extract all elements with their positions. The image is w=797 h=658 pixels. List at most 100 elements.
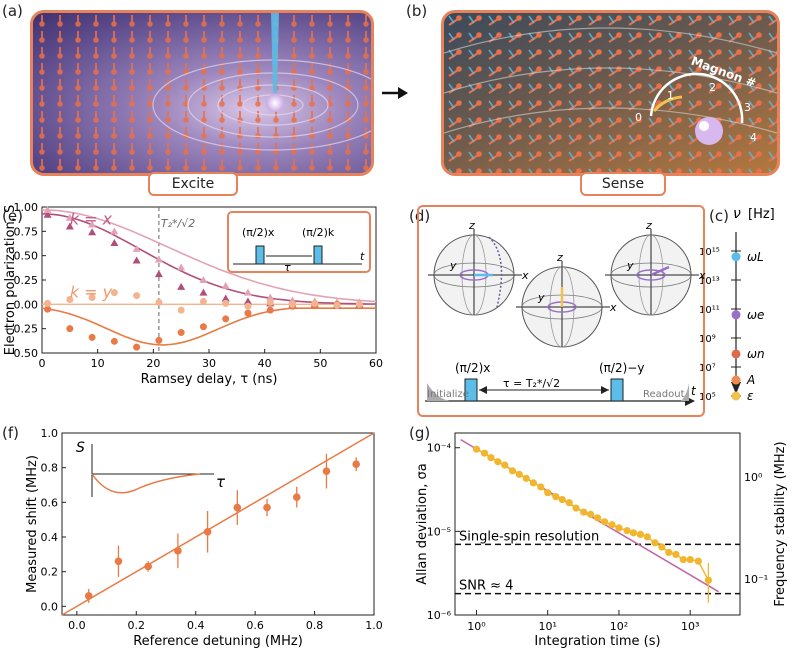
magnon-tick-4: 4 (750, 131, 757, 144)
e-point (244, 302, 252, 310)
g-point (608, 521, 616, 529)
f-xtick-label: 0.0 (68, 619, 86, 632)
e-point (222, 315, 230, 323)
f-point (263, 503, 271, 512)
f-ytick-label: 0.4 (41, 531, 59, 544)
sphere-2-y-label: y (537, 291, 545, 304)
e-point (199, 288, 208, 296)
e-point (155, 298, 163, 306)
e-point (199, 276, 208, 283)
e-point (154, 270, 163, 278)
e-point (177, 282, 186, 290)
sphere-3-y-label: y (626, 259, 634, 272)
kx-label: k = x (70, 210, 113, 229)
e-point (199, 297, 207, 305)
inset-tau: τ (284, 261, 291, 274)
e-ytick-label: 0.50 (14, 250, 39, 263)
e-point (65, 222, 74, 230)
e-point (155, 336, 163, 344)
e-point (177, 306, 185, 314)
panel-d-label: (d) (409, 207, 431, 225)
t-axis-label: t (691, 384, 697, 398)
f-point (114, 557, 123, 566)
inset-p2: (π/2)k (302, 226, 335, 239)
e-xtick-label: 20 (146, 357, 160, 370)
e-point (177, 329, 185, 337)
g-point (508, 467, 517, 475)
g-xtick-label: 10¹ (538, 620, 556, 633)
e-ytick-label: 0.25 (14, 274, 39, 287)
g-ytick-label: 10⁻⁵ (427, 525, 451, 538)
g-point (629, 529, 638, 537)
g-ytick-label: 10⁻⁶ (427, 609, 452, 622)
ky-label: k = y (70, 283, 113, 302)
e-ytick-label: 0.00 (14, 298, 39, 311)
inset-pulse-2 (313, 245, 323, 265)
f-xlabel: Reference detuning (MHz) (133, 634, 303, 649)
f-ytick-label: 0.2 (41, 566, 59, 579)
g-xlabel: Integration time (s) (534, 634, 660, 649)
g-right-ylabel: Frequency stability (MHz) (773, 441, 788, 606)
panel-e-label: (e) (2, 207, 23, 225)
e-ytick-label: −0.25 (4, 323, 38, 336)
f-point (352, 460, 360, 469)
sphere-1-y-label: y (449, 259, 457, 272)
sphere-3-precession (636, 269, 666, 281)
g-point (487, 454, 495, 462)
sphere-2-z-label: z (556, 251, 563, 264)
e-point (289, 300, 296, 308)
f-ytick-label: 0.6 (41, 496, 59, 509)
e-point (88, 294, 96, 302)
g-point (672, 550, 680, 559)
e-point (244, 309, 252, 317)
panel-c-label: (c) (709, 207, 729, 225)
excite-illustration (33, 13, 371, 173)
g-point (558, 495, 566, 504)
f-xtick-label: 1.0 (365, 619, 383, 632)
e-point (221, 294, 230, 302)
f-point (174, 547, 182, 555)
g-ytick-label: 10⁻⁴ (427, 442, 452, 455)
sphere-1-x-label: x (521, 269, 529, 282)
e-point (110, 239, 119, 247)
g-point (494, 458, 502, 466)
g-point (601, 518, 609, 526)
e-point (110, 227, 119, 235)
sphere-3-z-label: z (645, 219, 652, 232)
e-point (132, 244, 141, 252)
g-right-tick: 10⁰ (744, 471, 763, 484)
magnon-tick-0: 0 (635, 111, 642, 124)
e-point (333, 301, 341, 309)
e-point (132, 256, 141, 264)
f-point (292, 493, 301, 501)
ky-fit (41, 307, 376, 346)
e-point (177, 263, 186, 271)
f-ylabel: Measured shift (MHz) (25, 455, 40, 593)
g-xtick-label: 10⁰ (467, 620, 486, 633)
sense-tag: Sense (580, 172, 666, 196)
g-point (686, 555, 694, 564)
g-point (586, 510, 595, 518)
spin-vector-3 (650, 265, 670, 277)
e-point (65, 213, 74, 221)
detuning-frame (61, 432, 375, 616)
g-point (636, 530, 644, 538)
allan-frame (454, 432, 741, 616)
e-point (266, 306, 274, 314)
g-point (544, 489, 552, 497)
excite-tag: Excite (148, 172, 238, 196)
panel-a-label: (a) (2, 2, 23, 20)
g-xtick-label: 10² (610, 620, 628, 633)
magnon-tick-2: 2 (709, 81, 716, 94)
e-xtick-label: 10 (91, 357, 105, 370)
initialize-label: Initialize (427, 389, 469, 400)
e-point (221, 281, 230, 289)
e-point (355, 300, 363, 308)
tau-label: τ = T₂*/√2 (503, 377, 560, 390)
f-point (322, 467, 331, 475)
e-xtick-label: 50 (313, 357, 327, 370)
